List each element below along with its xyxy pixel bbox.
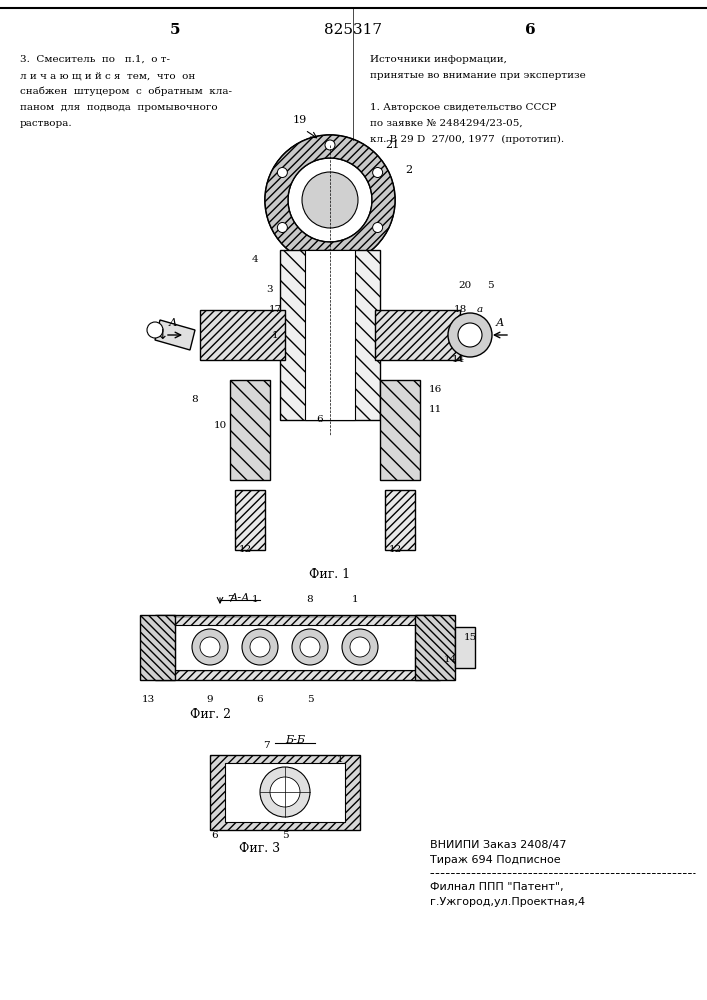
Circle shape [265,135,395,265]
Bar [225,763,345,822]
Bar [155,615,440,680]
Circle shape [250,637,270,657]
Text: 6: 6 [257,696,263,704]
Text: ↓: ↓ [156,328,168,342]
Circle shape [288,158,372,242]
Text: 20: 20 [458,280,472,290]
Text: 15: 15 [463,633,477,642]
Polygon shape [200,310,285,360]
Text: 1: 1 [252,595,258,604]
Text: 21: 21 [385,140,399,150]
Text: 7: 7 [264,740,270,750]
Text: 6: 6 [211,830,218,840]
Circle shape [277,167,287,178]
Text: А: А [496,318,504,328]
Circle shape [292,629,328,665]
Circle shape [200,637,220,657]
Text: 8: 8 [192,395,198,404]
Text: 6: 6 [525,23,535,37]
Text: паном  для  подвода  промывочного: паном для подвода промывочного [20,103,218,112]
Text: Источники информации,: Источники информации, [370,55,507,64]
Text: 13: 13 [141,696,155,704]
Circle shape [458,323,482,347]
Text: 3.  Смеситель  по   п.1,  о т-: 3. Смеситель по п.1, о т- [20,55,170,64]
Circle shape [277,223,287,232]
Text: 12: 12 [388,546,402,554]
Text: 3: 3 [267,286,274,294]
Text: 4: 4 [252,255,258,264]
Text: 1: 1 [271,330,279,340]
Circle shape [342,629,378,665]
Circle shape [192,629,228,665]
Bar [175,625,415,670]
Text: a: a [477,306,483,314]
Text: г.Ужгород,ул.Проектная,4: г.Ужгород,ул.Проектная,4 [430,897,585,907]
Text: 5: 5 [281,830,288,840]
Text: 14: 14 [451,356,464,364]
Text: 16: 16 [428,385,442,394]
Text: А-А: А-А [230,593,250,603]
Text: 5: 5 [486,280,493,290]
Circle shape [325,250,335,260]
Polygon shape [155,320,195,350]
Text: 12: 12 [238,546,252,554]
Polygon shape [230,380,270,480]
Text: Филнал ППП "Патент",: Филнал ППП "Патент", [430,882,563,892]
Text: 8: 8 [307,595,313,604]
Bar [305,250,355,420]
Text: 11: 11 [428,406,442,414]
Circle shape [270,777,300,807]
Circle shape [147,322,163,338]
Text: снабжен  штуцером  с  обратным  кла-: снабжен штуцером с обратным кла- [20,87,232,97]
Text: 1. Авторское свидетельство СССР: 1. Авторское свидетельство СССР [370,103,556,112]
Circle shape [373,223,382,232]
Text: л и ч а ю щ и й с я  тем,  что  он: л и ч а ю щ и й с я тем, что он [20,71,195,80]
Circle shape [325,140,335,150]
Bar [140,615,175,680]
Circle shape [448,313,492,357]
Text: Тираж 694 Подписное: Тираж 694 Подписное [430,855,561,865]
Text: 14: 14 [443,656,457,664]
Text: раствора.: раствора. [20,119,73,128]
Text: 5: 5 [307,696,313,704]
Polygon shape [380,380,420,480]
Text: ВНИИПИ Заказ 2408/47: ВНИИПИ Заказ 2408/47 [430,840,566,850]
Polygon shape [385,490,415,550]
Text: Б-Б: Б-Б [285,735,305,745]
Text: 18: 18 [453,306,467,314]
Bar [415,615,455,680]
Circle shape [302,172,358,228]
Text: кл. В 29 D  27/00, 1977  (прототип).: кл. В 29 D 27/00, 1977 (прототип). [370,135,564,144]
Text: 1: 1 [337,756,344,764]
Text: 7: 7 [227,595,233,604]
Text: 825317: 825317 [324,23,382,37]
Text: А: А [169,318,177,328]
Bar [210,755,360,830]
Polygon shape [235,490,265,550]
Circle shape [260,767,310,817]
Text: Фиг. 2: Фиг. 2 [189,708,230,722]
Bar [455,627,475,668]
Circle shape [242,629,278,665]
Circle shape [300,637,320,657]
Text: Фиг. 3: Фиг. 3 [240,842,281,854]
Circle shape [373,167,382,178]
Text: 9: 9 [206,696,214,704]
Text: 5: 5 [170,23,180,37]
Text: по заявке № 2484294/23-05,: по заявке № 2484294/23-05, [370,119,522,128]
Polygon shape [375,310,460,360]
Polygon shape [280,250,380,420]
Text: 6: 6 [317,416,323,424]
Circle shape [350,637,370,657]
Text: 1: 1 [351,595,358,604]
Text: Фиг. 1: Фиг. 1 [310,568,351,582]
Text: 2: 2 [405,165,412,175]
Text: 19: 19 [293,115,307,125]
Text: 10: 10 [214,420,227,430]
Text: 17: 17 [269,306,281,314]
Text: принятые во внимание при экспертизе: принятые во внимание при экспертизе [370,71,586,80]
